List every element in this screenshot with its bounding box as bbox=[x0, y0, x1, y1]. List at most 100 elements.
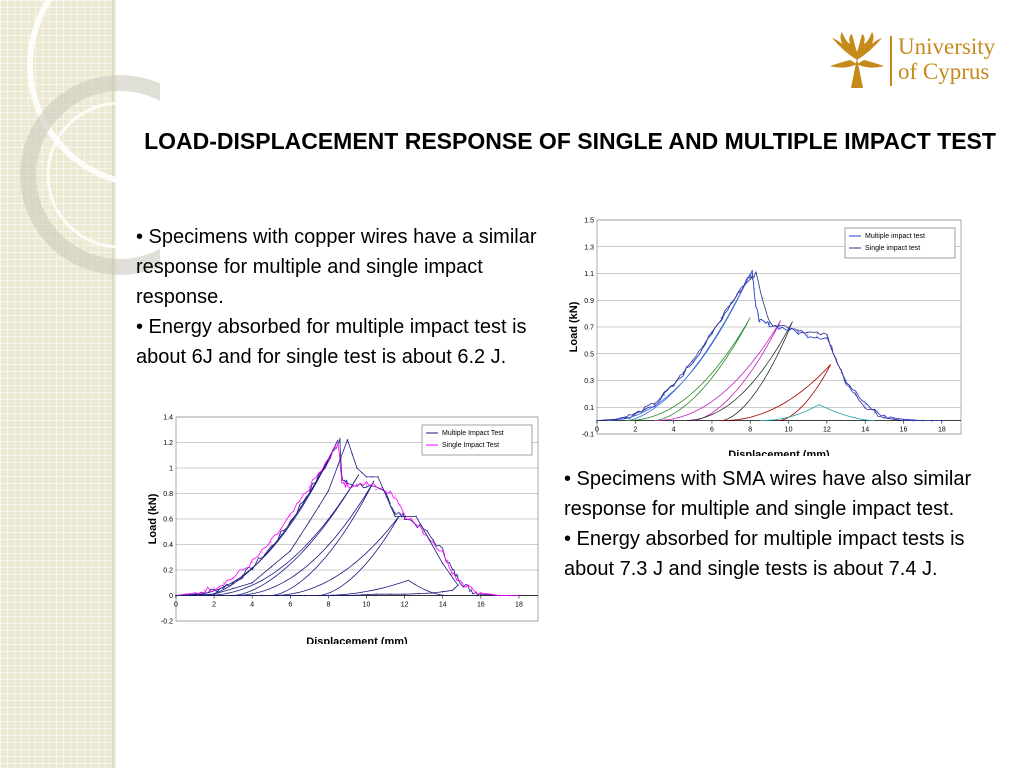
series-point bbox=[332, 594, 335, 597]
copper-wires-text: • Specimens with copper wires have a sim… bbox=[136, 222, 556, 372]
loop-curve bbox=[625, 317, 751, 421]
series-point bbox=[446, 559, 449, 562]
series-point bbox=[371, 476, 374, 478]
series-point bbox=[327, 459, 330, 462]
series-point bbox=[753, 288, 755, 290]
series-point bbox=[456, 575, 458, 578]
series-point bbox=[298, 505, 301, 508]
x-tick-label: 2 bbox=[212, 602, 216, 609]
sma-wires-text: • Specimens with SMA wires have also sim… bbox=[564, 464, 1004, 584]
series-point bbox=[260, 551, 263, 553]
series-point bbox=[339, 437, 341, 440]
series-point bbox=[346, 439, 349, 441]
series-point bbox=[337, 464, 339, 467]
series-point bbox=[854, 391, 857, 394]
series-point bbox=[413, 521, 416, 524]
series-point bbox=[615, 418, 618, 421]
series-point bbox=[432, 592, 435, 594]
series-point bbox=[365, 484, 368, 487]
y-tick-label: 0.9 bbox=[584, 298, 594, 305]
series-point bbox=[270, 546, 273, 548]
series-point bbox=[806, 334, 809, 336]
series-point bbox=[251, 581, 254, 584]
loop-curve bbox=[683, 321, 793, 421]
y-tick-label: 0.6 bbox=[163, 517, 173, 524]
series-point bbox=[518, 594, 520, 597]
series-point bbox=[346, 594, 349, 597]
x-tick-label: 12 bbox=[401, 602, 409, 609]
x-tick-label: 16 bbox=[900, 427, 908, 434]
series-point bbox=[456, 578, 458, 580]
decorative-sidebar bbox=[0, 0, 112, 768]
series-point bbox=[389, 593, 392, 596]
series-point bbox=[634, 413, 637, 415]
chart-sma-wires: -0.1 0.1 0.3 0.5 0.7 0.9 1.1 1.3 1.5 0 2 4 6 8 10 12 14 1… bbox=[562, 212, 964, 456]
x-axis-label: Displacement (mm) bbox=[306, 636, 408, 644]
series-point bbox=[624, 415, 627, 418]
series-point bbox=[404, 515, 407, 518]
series-point bbox=[940, 419, 943, 422]
series-point bbox=[508, 594, 511, 597]
series-point bbox=[902, 418, 905, 421]
loop-curve bbox=[606, 273, 751, 421]
series-point bbox=[298, 535, 301, 538]
series-point bbox=[298, 500, 301, 503]
series-point bbox=[912, 419, 914, 422]
series-point bbox=[835, 360, 838, 363]
series-point bbox=[691, 360, 694, 363]
series-point bbox=[470, 589, 473, 592]
series-point bbox=[403, 593, 406, 596]
series-point bbox=[222, 585, 225, 588]
series-point bbox=[441, 590, 444, 593]
y-axis-label: Load (kN) bbox=[568, 301, 580, 352]
series-point bbox=[289, 594, 292, 597]
bullet-sma-response: • Specimens with SMA wires have also sim… bbox=[564, 468, 972, 520]
series-point bbox=[432, 539, 435, 541]
y-tick-label: 0.1 bbox=[584, 405, 594, 412]
series-point bbox=[518, 594, 520, 597]
series-point bbox=[251, 561, 254, 564]
series-point bbox=[308, 520, 311, 523]
series-point bbox=[711, 331, 713, 334]
series-line-1 bbox=[175, 443, 519, 596]
chart-copper-wires: -0.2 0 0.2 0.4 0.6 0.8 1 1.2 1.4 0 2 4 6 8 10 12 14 16 18 D… bbox=[143, 402, 543, 644]
loop-curve bbox=[233, 480, 375, 596]
series-point bbox=[755, 272, 757, 275]
series-point bbox=[375, 488, 377, 491]
series-point bbox=[672, 383, 675, 386]
loop-curve bbox=[654, 320, 782, 421]
legend-box bbox=[421, 424, 533, 456]
series-point bbox=[883, 417, 886, 419]
series-point bbox=[203, 589, 206, 592]
series-point bbox=[644, 409, 646, 411]
series-point bbox=[303, 594, 306, 597]
series-point bbox=[826, 336, 828, 339]
series-point bbox=[356, 483, 358, 486]
series-point bbox=[797, 328, 800, 331]
series-point bbox=[757, 313, 759, 316]
series-point bbox=[489, 593, 492, 596]
x-tick-label: 6 bbox=[710, 427, 714, 434]
series-point bbox=[241, 574, 244, 576]
series-point bbox=[840, 371, 843, 374]
series-point bbox=[289, 520, 292, 523]
series-point bbox=[175, 594, 177, 597]
series-point bbox=[279, 528, 282, 531]
series-point bbox=[758, 320, 761, 323]
chart-copper-svg: -0.2 0 0.2 0.4 0.6 0.8 1 1.2 1.4 0 2 4 6 8 10 12 14 16 18 D… bbox=[147, 415, 539, 644]
x-tick-label: 10 bbox=[785, 427, 793, 434]
series-point bbox=[375, 593, 377, 596]
series-point bbox=[739, 290, 742, 292]
series-point bbox=[451, 571, 454, 574]
y-tick-label: 0.8 bbox=[163, 491, 173, 498]
series-point bbox=[365, 482, 368, 485]
x-tick-label: 0 bbox=[595, 427, 599, 434]
series-point bbox=[270, 565, 273, 568]
series-point bbox=[194, 592, 196, 594]
series-point bbox=[318, 594, 320, 597]
olive-tree-icon bbox=[830, 32, 884, 88]
series-point bbox=[389, 492, 392, 495]
series-point bbox=[778, 324, 780, 326]
series-point bbox=[356, 483, 358, 486]
series-point bbox=[663, 393, 665, 395]
